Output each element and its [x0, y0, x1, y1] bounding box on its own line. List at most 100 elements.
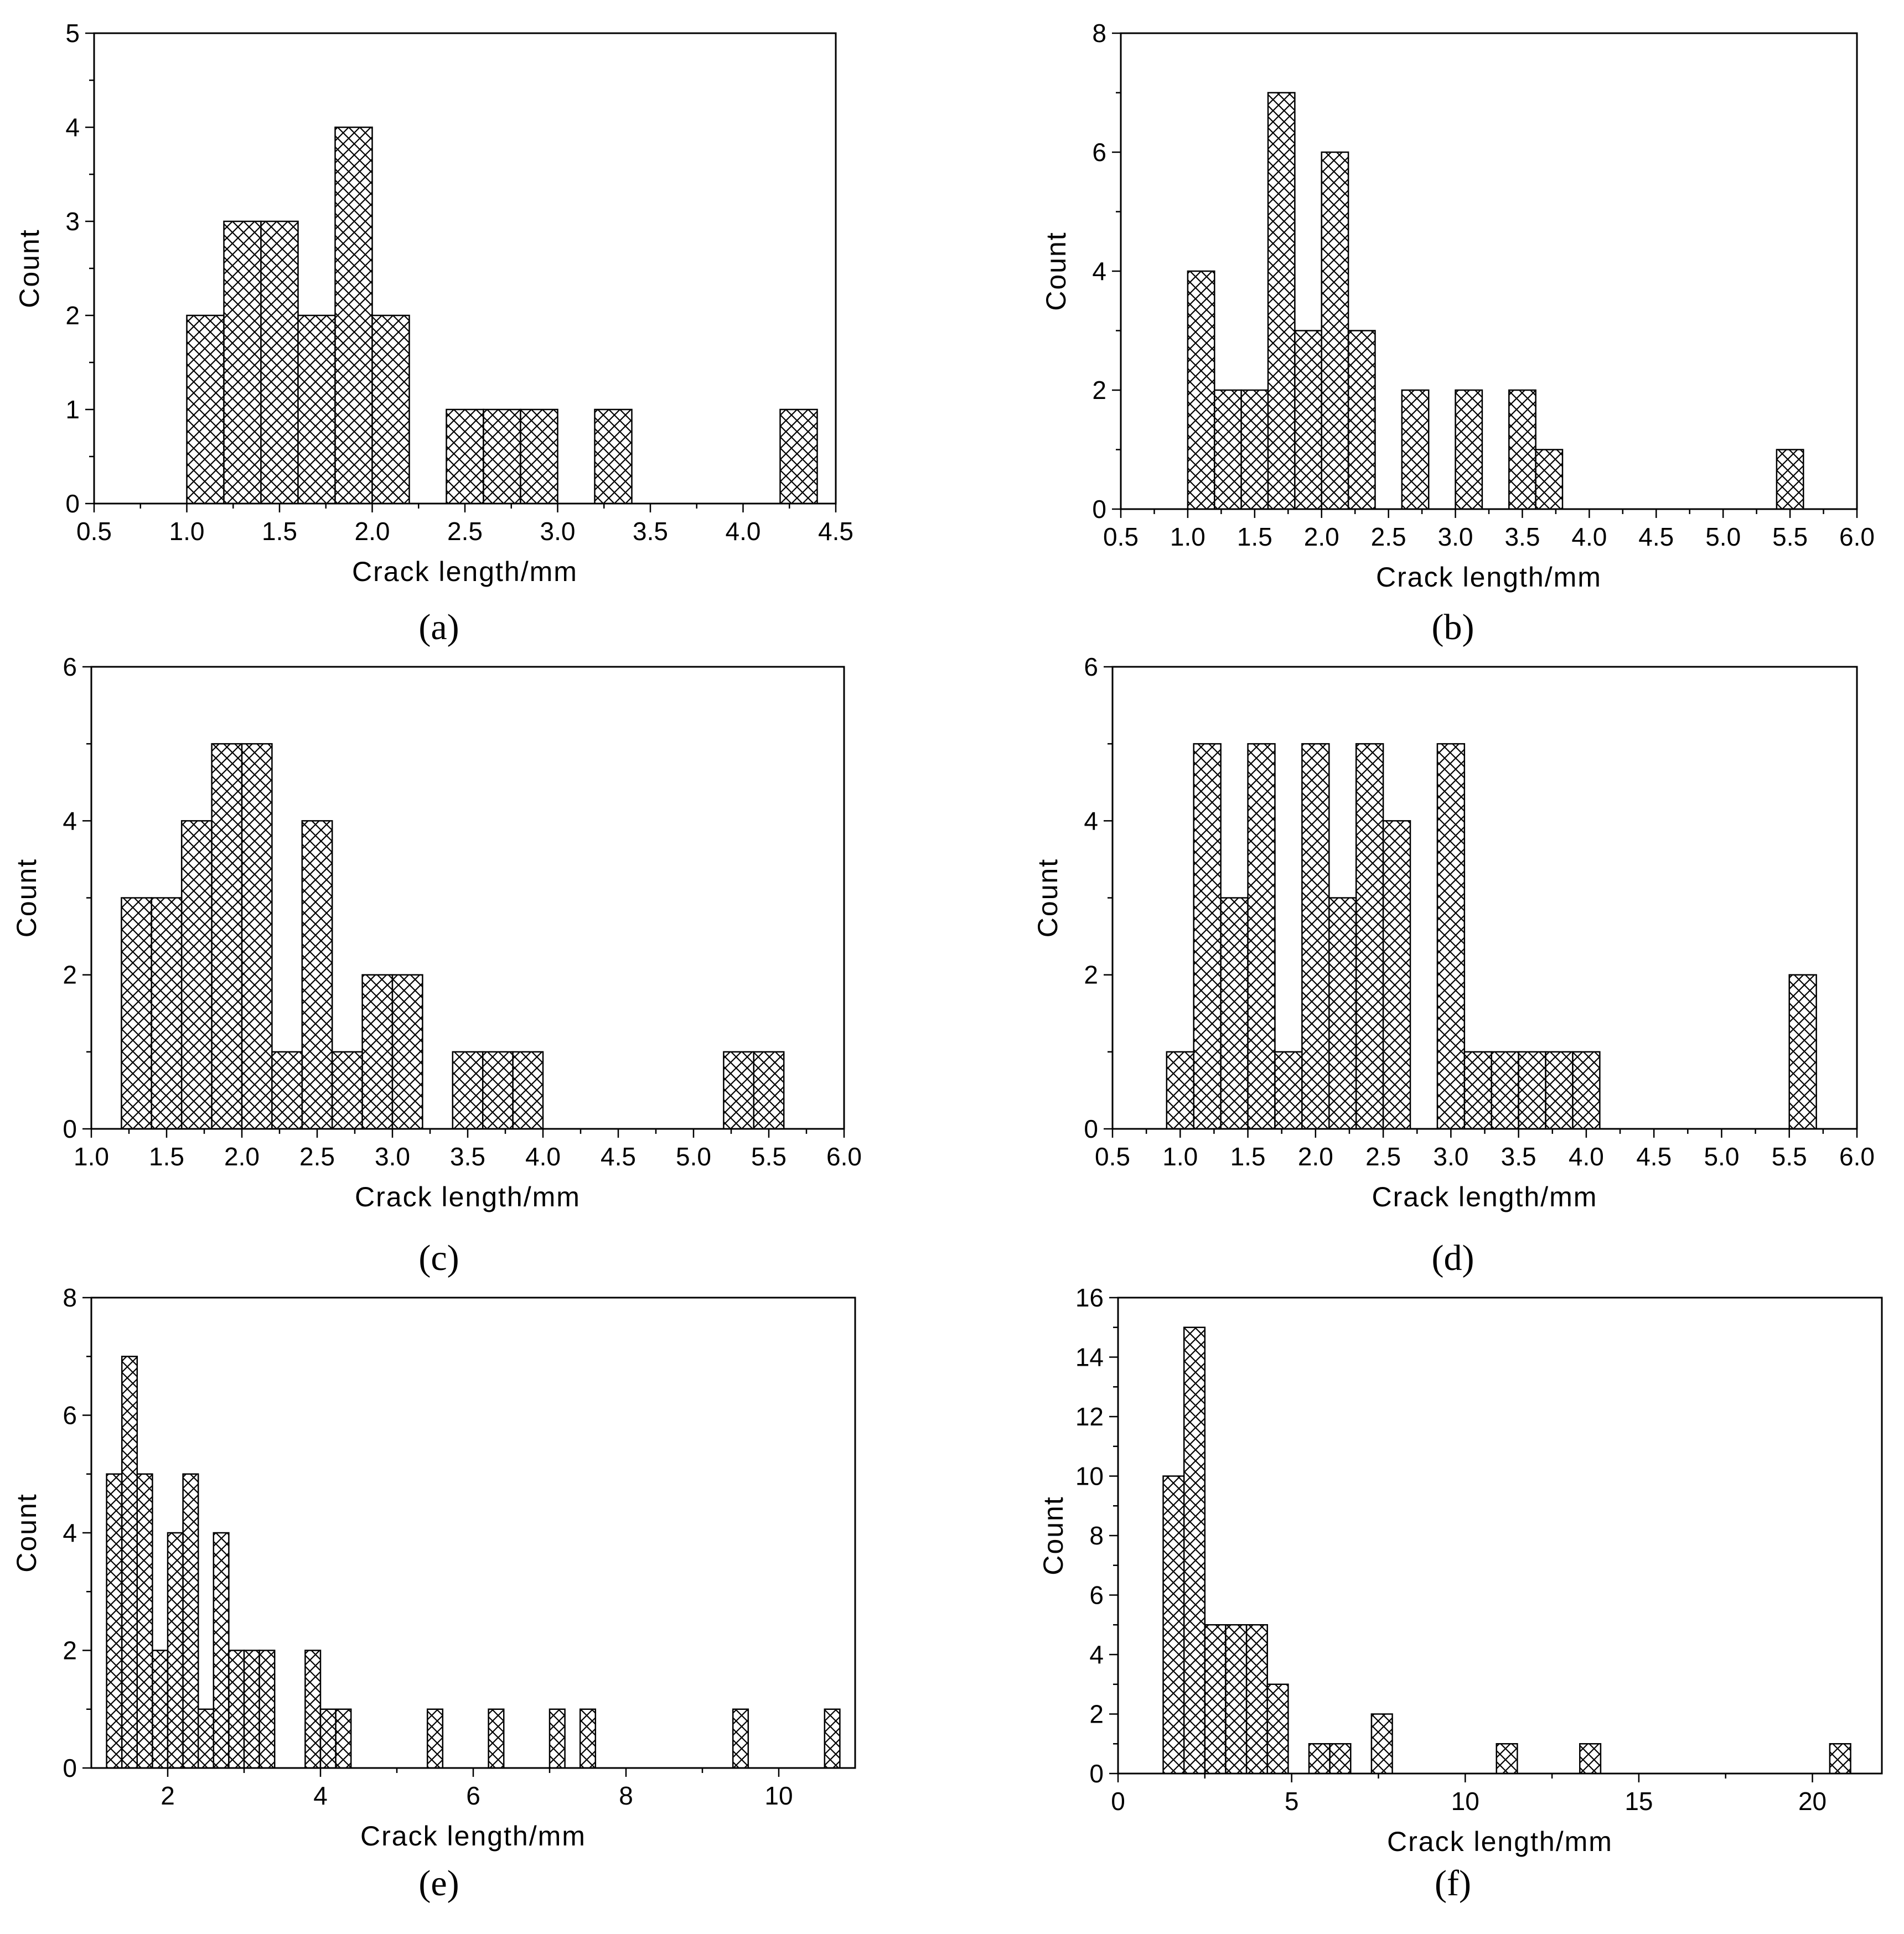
y-tick-label: 4: [65, 113, 80, 142]
y-tick-label: 4: [1092, 257, 1106, 286]
y-tick-label: 2: [1092, 376, 1106, 405]
x-tick-label: 2.0: [355, 517, 390, 546]
histogram-bar: [753, 1051, 785, 1130]
y-tick-label: 8: [1092, 19, 1106, 48]
histogram-bar: [779, 408, 818, 505]
histogram-bar: [136, 1473, 153, 1769]
histogram-bar: [1294, 330, 1322, 510]
histogram-bar: [1347, 330, 1376, 510]
histogram-bar: [241, 743, 273, 1130]
y-tick-label: 2: [1084, 961, 1098, 989]
histogram-bar: [1401, 389, 1430, 510]
histogram-bar: [426, 1708, 444, 1769]
panel-label: (a): [418, 607, 459, 647]
y-tick-label: 2: [1089, 1700, 1104, 1729]
histogram-bar: [180, 820, 213, 1130]
plot-frame: [90, 1297, 856, 1769]
x-tick-label: 2.5: [299, 1142, 335, 1171]
histogram-bar: [1187, 270, 1215, 510]
x-tick-label: 5.0: [1705, 522, 1741, 551]
x-tick-label: 3.5: [1501, 1142, 1536, 1171]
y-tick-label: 1: [65, 395, 80, 424]
histogram-bar: [211, 743, 243, 1130]
panel-f: 0 5 10 15 20 0 2 4 6 8 10 12 14 16 Crack length/mm Coun…: [1038, 1283, 1883, 1904]
histogram-bar: [1266, 1683, 1289, 1775]
histogram-bar: [1247, 743, 1276, 1130]
panel-label: (f): [1435, 1863, 1471, 1904]
histogram-bar: [1267, 92, 1296, 510]
y-tick-label: 2: [63, 961, 77, 989]
y-tick-label: 2: [65, 301, 80, 330]
histogram-bar: [335, 1708, 352, 1769]
histogram-bar: [723, 1051, 755, 1130]
x-tick-label: 4.0: [525, 1142, 561, 1171]
x-tick-label: 6.0: [1839, 522, 1875, 551]
x-tick-label: 0.5: [1103, 522, 1139, 551]
x-tick-label: 6.0: [1839, 1142, 1875, 1171]
y-tick-label: 6: [63, 652, 77, 681]
x-tick-label: 3.0: [375, 1142, 410, 1171]
x-tick-label: 3.0: [1438, 522, 1473, 551]
histogram-bar: [1321, 151, 1349, 510]
histogram-bar: [594, 408, 633, 505]
y-tick-label: 0: [63, 1114, 77, 1143]
y-axis-title: Count: [1038, 1496, 1069, 1575]
x-tick-label: 1.5: [262, 517, 297, 546]
x-tick-label: 1.0: [74, 1142, 109, 1171]
histogram-bar: [121, 1356, 138, 1769]
x-tick-label: 3.0: [1433, 1142, 1468, 1171]
panel-label: (b): [1432, 607, 1474, 647]
histogram-bar: [213, 1532, 230, 1769]
histogram-bar: [1508, 389, 1536, 510]
y-tick-label: 4: [63, 806, 77, 835]
histogram-bar: [371, 314, 410, 505]
histogram-bar: [1496, 1743, 1518, 1775]
histogram-bar: [271, 1051, 303, 1130]
x-tick-label: 2: [161, 1781, 175, 1810]
x-tick-label: 4.0: [1571, 522, 1607, 551]
x-axis-title: Crack length/mm: [1372, 1181, 1598, 1212]
histogram-bar: [152, 1650, 169, 1769]
histogram-bar: [1788, 974, 1817, 1130]
histogram-bar: [331, 1051, 363, 1130]
x-tick-label: 10: [764, 1781, 793, 1810]
histogram-bar: [1245, 1624, 1268, 1775]
histogram-bar: [1308, 1743, 1331, 1775]
x-tick-label: 1.5: [1230, 1142, 1266, 1171]
x-tick-label: 1.0: [169, 517, 205, 546]
y-tick-label: 0: [65, 489, 80, 518]
histogram-bar: [1166, 1051, 1194, 1130]
histogram-bar: [1776, 449, 1804, 510]
y-tick-label: 4: [63, 1518, 77, 1547]
histogram-bar: [297, 314, 336, 505]
histogram-bar: [197, 1708, 215, 1769]
x-tick-label: 1.0: [1170, 522, 1205, 551]
y-axis-title: Count: [11, 858, 42, 937]
histogram-bar: [1193, 743, 1222, 1130]
x-tick-label: 2.5: [447, 517, 483, 546]
y-tick-label: 10: [1075, 1462, 1104, 1491]
panel-label: (d): [1432, 1238, 1474, 1278]
histogram-bar: [1535, 449, 1564, 510]
y-tick-label: 12: [1075, 1402, 1104, 1431]
histogram-bar: [1329, 1743, 1352, 1775]
x-tick-label: 20: [1798, 1787, 1827, 1816]
x-tick-label: 4.5: [1638, 522, 1674, 551]
histogram-bar: [106, 1473, 123, 1769]
x-tick-label: 8: [619, 1781, 633, 1810]
panel-a: 0.5 1.0 1.5 2.0 2.5 3.0 3.5 4.0 4.5 0 1 2 3 4 5 Crack l…: [14, 19, 853, 647]
histogram-bar: [1355, 743, 1384, 1130]
histogram-bar: [258, 1650, 276, 1769]
x-tick-label: 5.0: [1704, 1142, 1739, 1171]
x-tick-label: 6.0: [826, 1142, 862, 1171]
histogram-bar: [1220, 897, 1249, 1130]
x-tick-label: 4.0: [726, 517, 761, 546]
histogram-bar: [482, 1051, 514, 1130]
histogram-bar: [1455, 389, 1483, 510]
y-tick-label: 0: [63, 1754, 77, 1782]
x-tick-label: 4.5: [1636, 1142, 1672, 1171]
x-tick-label: 3.0: [540, 517, 576, 546]
histogram-bar: [186, 314, 225, 505]
x-axis-title: Crack length/mm: [355, 1181, 581, 1212]
